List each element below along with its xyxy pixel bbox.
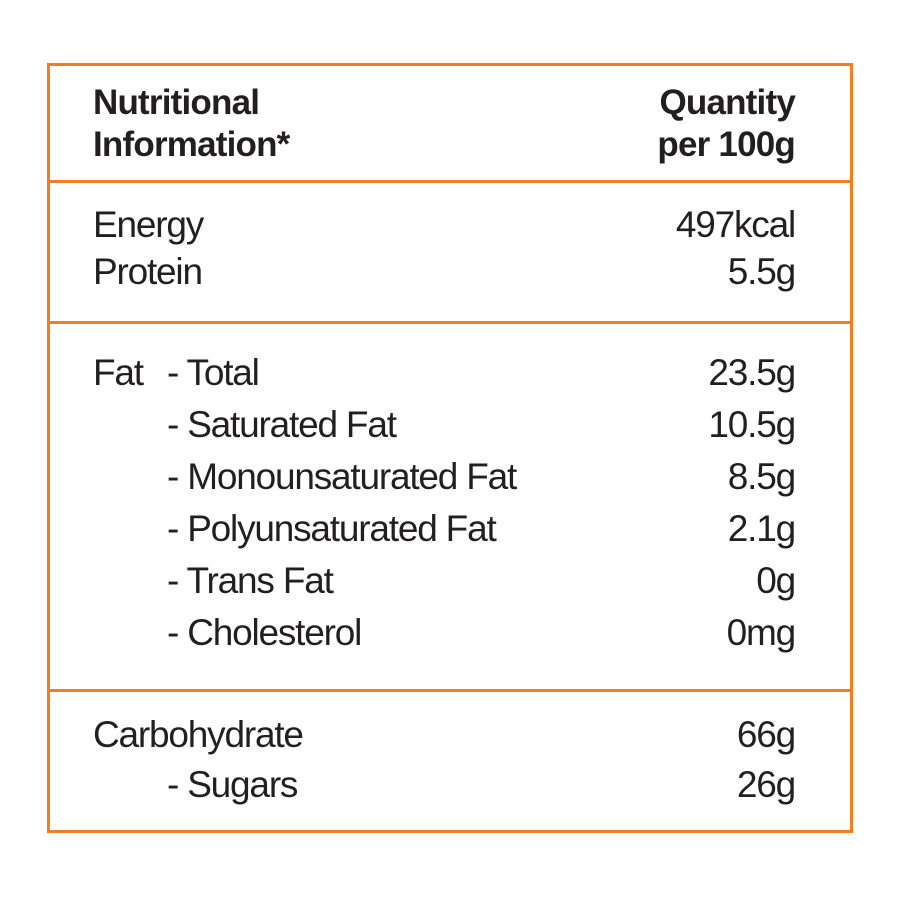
row-item: - Saturated Fat [167,404,397,445]
row-item: - Trans Fat [167,560,334,601]
row-label: Carbohydrate [93,714,304,755]
row-value: 0g [756,560,796,601]
row-item: - Cholesterol [167,612,362,653]
divider [47,689,853,692]
row-item: - Sugars [167,764,298,805]
row-value: 8.5g [727,456,796,497]
header-quantity: Quantity [659,83,795,122]
header-quantity: per 100g [657,125,795,164]
divider [47,321,853,324]
header-title: Nutritional [93,83,260,122]
row-value: 10.5g [708,404,796,445]
row-label: Energy [93,204,204,245]
row-value: 26g [736,764,796,805]
row-value: 0mg [726,612,797,653]
row-value: 23.5g [708,352,796,393]
row-value: 5.5g [727,251,796,292]
table-border [47,63,853,833]
row-value: 66g [736,714,796,755]
row-value: 2.1g [727,508,796,549]
header-title: Information* [93,125,290,164]
row-item: - Total [167,352,260,393]
row-label: Fat [93,352,144,393]
divider [47,180,853,183]
row-value: 497kcal [675,204,796,245]
row-item: - Polyunsaturated Fat [167,508,497,549]
row-label: Protein [93,251,203,292]
row-item: - Monounsaturated Fat [167,456,517,497]
